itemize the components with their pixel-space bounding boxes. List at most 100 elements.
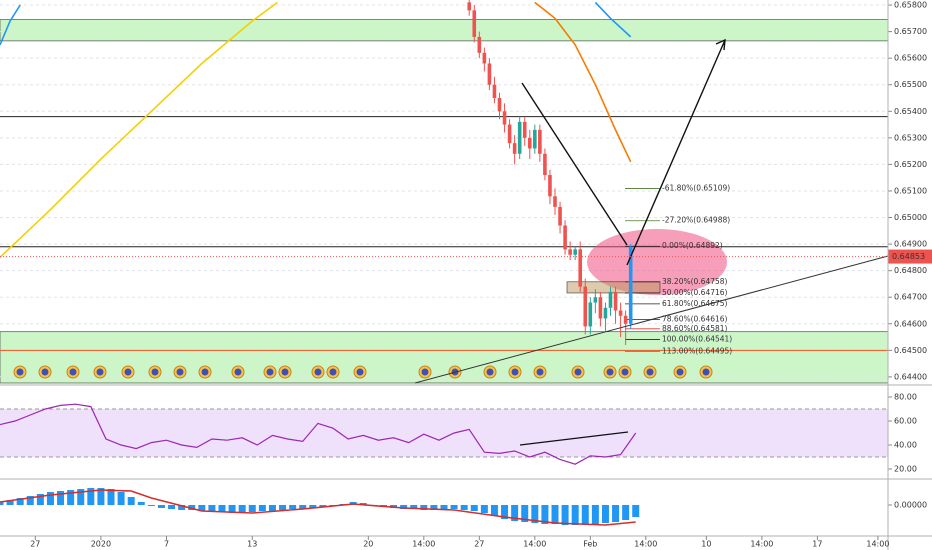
y-tick-label: 20.00 [894,465,917,474]
y-tick-label: 0.65200 [894,160,927,169]
candle-body [492,84,497,99]
candle-body [573,249,577,255]
histogram-bar [248,505,256,512]
candle-body [563,225,567,250]
y-tick-label: 0.64800 [894,266,927,275]
fib-label: -27.20%(0.64988) [662,216,730,225]
histogram-bar [551,505,559,524]
candle-body [507,124,512,144]
price-tag-label: 0.64853 [892,252,925,261]
event-icon-inner [606,368,614,376]
histogram-bar [0,502,4,505]
histogram-bar [571,505,579,525]
x-tick-label: 2020 [91,540,111,549]
event-icon-inner [621,368,629,376]
candle-body [568,249,572,255]
x-tick-label: 14:00 [523,540,546,549]
candle-body [553,196,557,207]
histogram-bar [46,492,54,505]
event-icon-inner [702,368,710,376]
histogram-bar [218,505,226,512]
candle-body [548,175,552,197]
candle-body [628,246,633,324]
candle-body [588,302,593,327]
y-tick-label: 0.65300 [894,133,927,142]
event-icon-inner [176,368,184,376]
histogram-bar [279,505,287,510]
candle-body [598,297,603,319]
event-icon-inner [266,368,274,376]
x-tick-label: 17 [812,540,822,549]
histogram-bar [440,505,448,509]
event-icon-inner [486,368,494,376]
histogram-bar [470,505,478,511]
y-tick-label: 0.65400 [894,107,927,116]
histogram-bar [299,505,307,509]
histogram-bar [289,505,297,509]
histogram-bar [188,505,196,510]
fib-label: 78.60%(0.64616) [662,315,728,324]
fib-label: 61.80%(0.64675) [662,299,728,308]
event-icon-inner [151,368,159,376]
event-icon-inner [281,368,289,376]
zone [0,19,889,42]
candle-body [593,297,598,303]
x-tick-label: 7 [164,540,169,549]
x-tick-label: 10 [701,540,711,549]
histogram-bar [561,505,569,525]
signal-line [0,489,636,526]
fib-label: 88.60%(0.64581) [662,324,728,333]
candle-body [533,129,537,149]
fib-label: 113.00%(0.64495) [662,347,732,356]
event-icon-inner [69,368,77,376]
trend-line [414,255,889,384]
event-icon-inner [16,368,24,376]
histogram-bar [198,505,206,511]
histogram-bar [501,505,509,519]
histogram-bar [460,505,468,510]
x-tick-label: 14:00 [750,540,773,549]
y-tick-label: 0.64400 [894,372,927,381]
y-tick-label: 0.64700 [894,293,927,302]
candle-body [482,52,487,64]
histogram-bar [430,505,438,510]
event-icon-inner [124,368,132,376]
histogram-bar [612,505,620,522]
fib-zone [566,281,661,294]
candle-body [618,310,623,316]
histogram-bar [16,498,24,505]
histogram-bar [480,505,488,513]
fib-label: 38.20%(0.64758) [662,277,728,286]
price-tag [888,249,932,264]
histogram-bar [87,488,95,505]
histogram-bar [490,505,498,516]
histogram-bar [450,505,458,509]
event-icon-inner [421,368,429,376]
trend-line [521,82,628,246]
candle-body [578,249,583,287]
event-icon-inner [329,368,337,376]
candle-body [543,153,547,176]
histogram-bar [147,505,155,506]
x-tick-label: 13 [247,540,257,549]
histogram-bar [117,492,125,505]
candle-body [467,2,472,11]
histogram-bar [26,496,34,505]
candle-body [623,315,628,324]
histogram-bar [581,505,589,525]
histogram-bar [208,505,216,511]
histogram-bar [531,505,539,523]
histogram-bar [157,505,165,508]
y-tick-label: 60.00 [894,417,917,426]
histogram-bar [521,505,529,522]
histogram-bar [541,505,549,524]
histogram-bar [420,505,428,510]
y-tick-label: 0.64500 [894,346,927,355]
x-tick-label: 27 [474,540,484,549]
event-icon-inner [676,368,684,376]
y-tick-label: 0.64600 [894,319,927,328]
divergence-line [519,431,629,446]
y-tick-label: 0.65800 [894,1,927,10]
